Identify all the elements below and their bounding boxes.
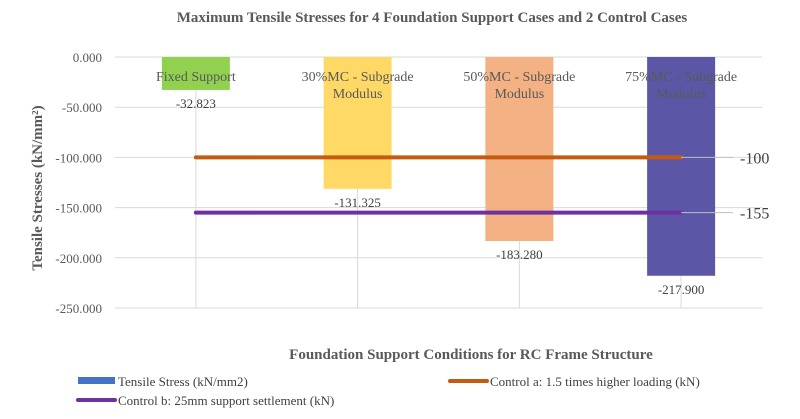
- bar-data-label: -32.823: [176, 96, 216, 111]
- bar: [161, 57, 230, 90]
- y-axis-title: Tensile Stresses (kN/mm²): [30, 105, 46, 270]
- control-lines: [193, 155, 733, 215]
- y-tick-label: 0.000: [73, 50, 102, 65]
- data-labels: -32.823 -131.325 -183.280 -217.900 -100 -155: [176, 96, 770, 297]
- control-line-label: -155: [740, 206, 769, 223]
- category-label: Modulus: [656, 87, 706, 102]
- category-label: Modulus: [494, 87, 544, 102]
- y-tick-label: -200.000: [55, 251, 102, 266]
- bars: [161, 57, 716, 276]
- chart-title: Maximum Tensile Stresses for 4 Foundatio…: [177, 10, 688, 26]
- y-tick-label: -150.000: [55, 201, 102, 216]
- bar: [323, 57, 392, 189]
- control-line-label: -100: [740, 150, 769, 167]
- y-tick-label: -100.000: [55, 150, 102, 165]
- legend-swatch: [78, 377, 115, 384]
- category-label: 75%MC - Subgrade: [625, 70, 737, 85]
- bar-data-label: -183.280: [496, 247, 543, 262]
- x-axis-title: Foundation Support Conditions for RC Fra…: [289, 347, 653, 363]
- bar-data-label: -131.325: [334, 195, 381, 210]
- category-label: 50%MC - Subgrade: [463, 70, 575, 85]
- y-tick-label: -250.000: [55, 301, 102, 316]
- bar: [647, 57, 716, 276]
- legend-label: Control b: 25mm support settlement (kN): [118, 393, 334, 408]
- legend-label: Tensile Stress (kN/mm2): [118, 374, 248, 389]
- legend: Tensile Stress (kN/mm2) Control a: 1.5 ti…: [76, 374, 700, 408]
- y-tick-label: -50.000: [62, 100, 102, 115]
- y-axis-ticks: 0.000 -50.000 -100.000 -150.000 -200.000 -250…: [55, 50, 102, 316]
- category-label: 30%MC - Subgrade: [302, 70, 414, 85]
- bar: [485, 57, 554, 242]
- category-labels: Fixed Support 30%MC - Subgrade Modulus 50%M…: [156, 70, 737, 102]
- bar-data-label: -217.900: [658, 282, 705, 297]
- category-label: Fixed Support: [156, 70, 236, 85]
- category-label: Modulus: [333, 87, 383, 102]
- legend-label: Control a: 1.5 times higher loading (kN): [490, 374, 700, 389]
